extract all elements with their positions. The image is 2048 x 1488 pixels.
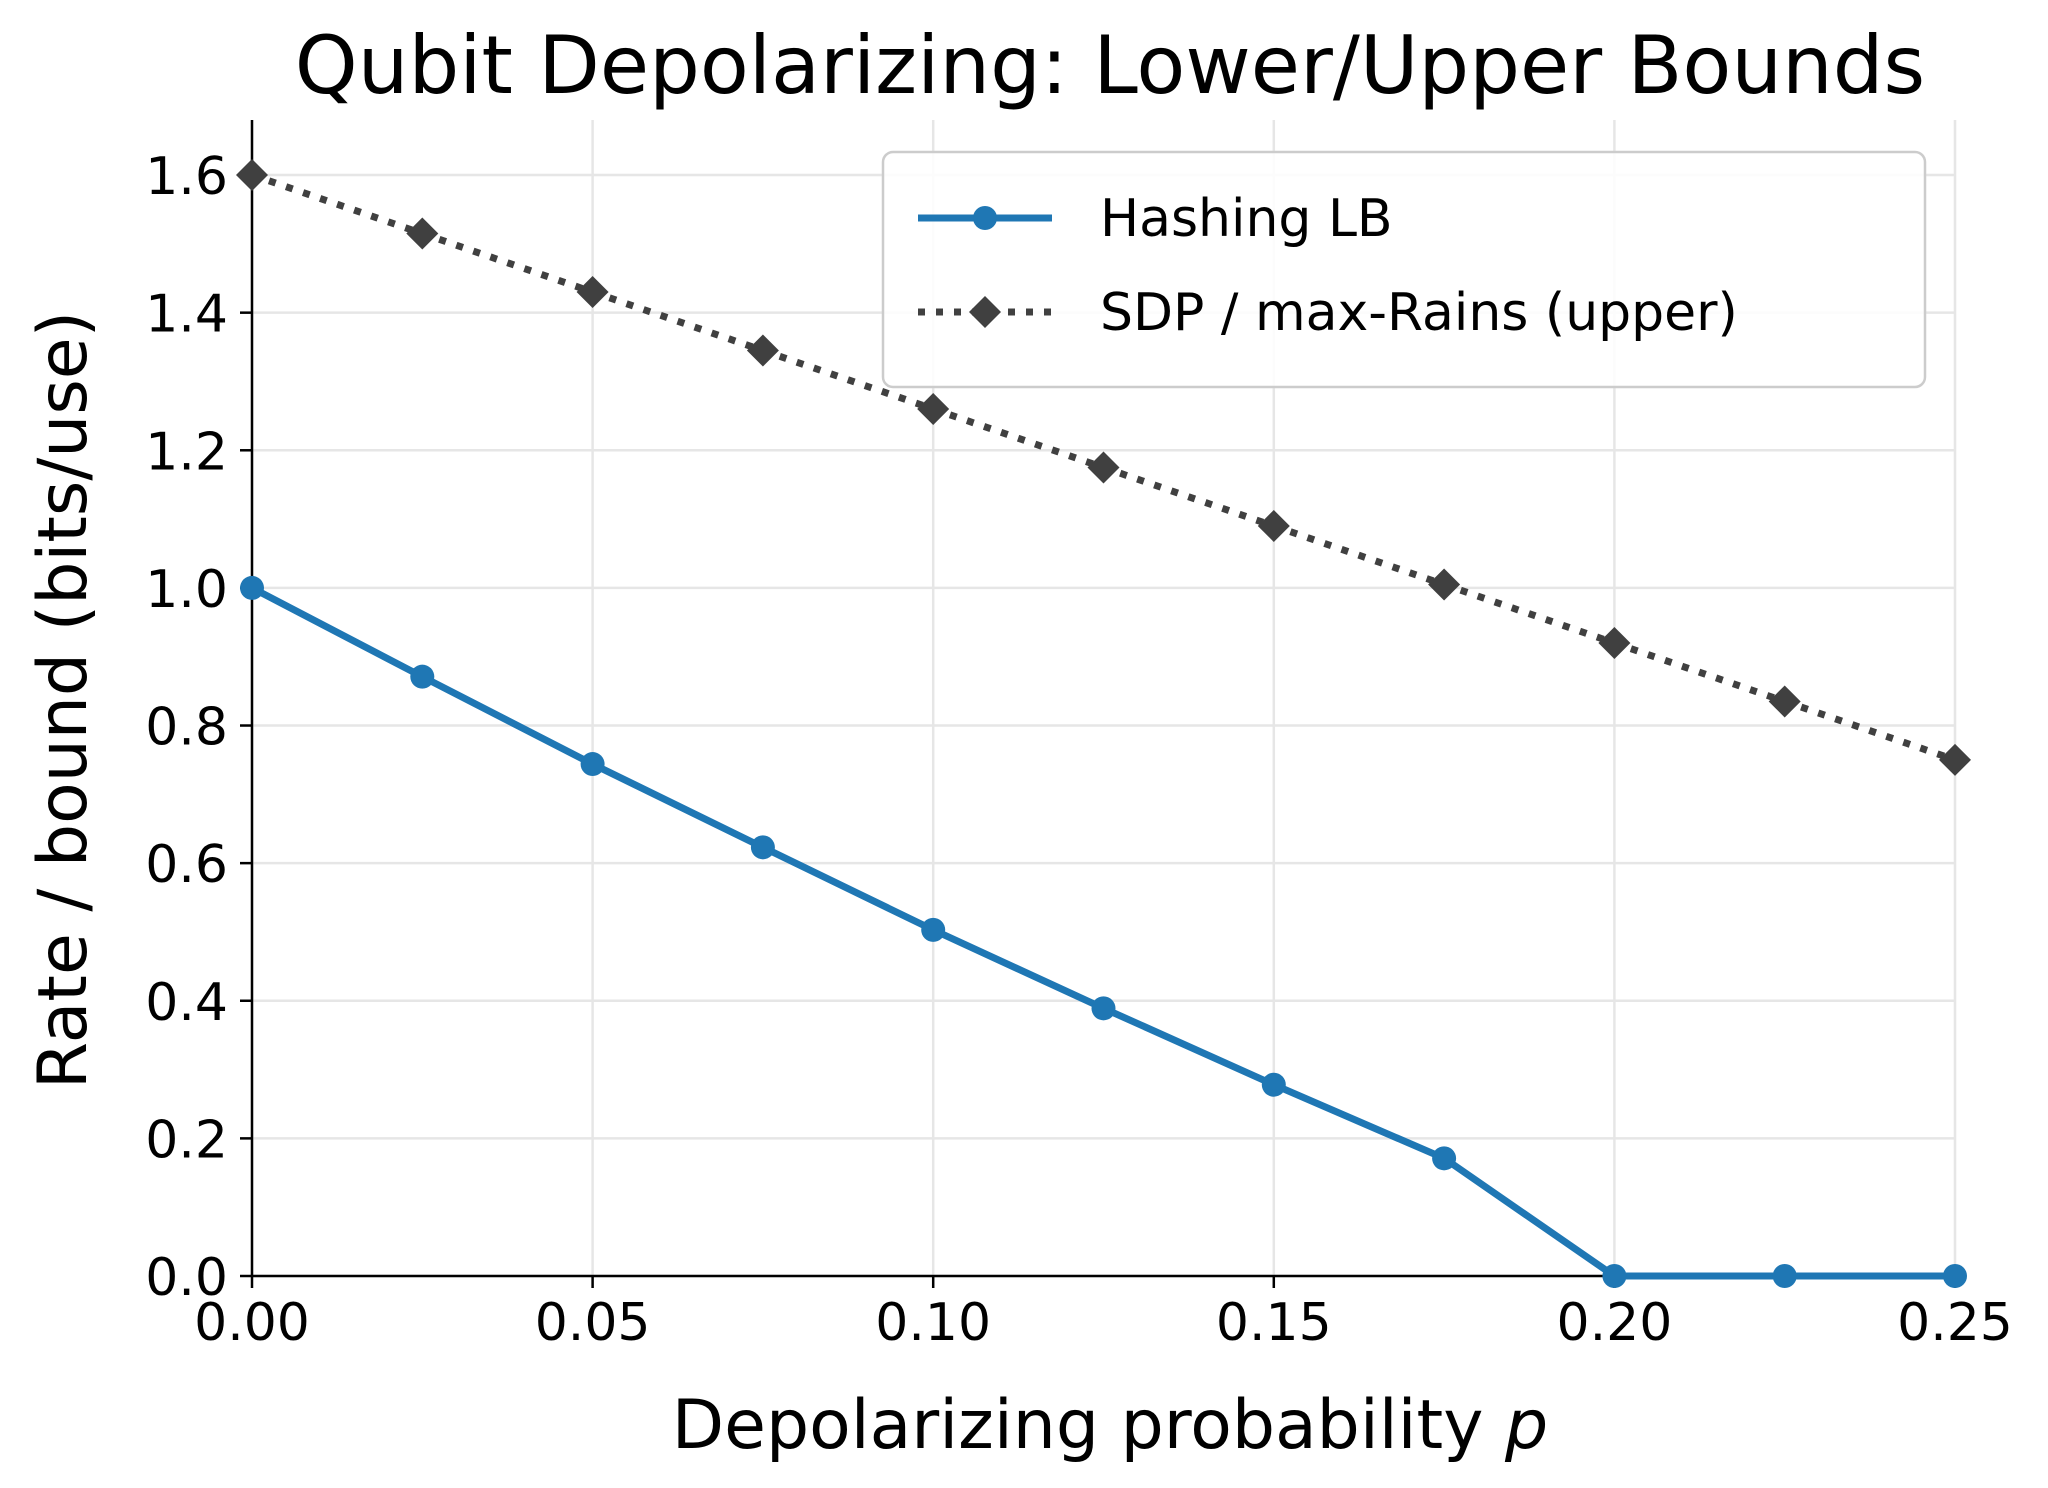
x-axis-label-variable: p [1504, 1386, 1548, 1465]
data-point-hashing-lb [1772, 1264, 1797, 1288]
legend-label-hashing-lb: Hashing LB [1100, 189, 1393, 249]
y-tick-label: 0.4 [145, 973, 228, 1033]
data-point-hashing-lb [410, 664, 435, 689]
data-point-sdp-upper [1768, 685, 1801, 718]
y-tick-label: 1.6 [145, 147, 228, 207]
data-point-sdp-upper [1428, 568, 1461, 601]
y-tick-label: 1.4 [145, 285, 228, 345]
legend-frame [881, 150, 1927, 389]
data-point-sdp-upper [746, 334, 779, 367]
y-tick-label: 1.0 [145, 560, 228, 620]
x-tick-label: 0.20 [1557, 1293, 1673, 1353]
x-tick-label: 0.25 [1897, 1293, 2013, 1353]
data-point-sdp-upper [1939, 743, 1971, 776]
y-axis-label: Rate / bound (bits/use) [24, 311, 103, 1089]
x-axis-label-text: Depolarizing probability [672, 1386, 1505, 1465]
data-point-sdp-upper [917, 393, 950, 425]
y-tick-label: 0.2 [145, 1110, 228, 1170]
data-point-hashing-lb [1091, 996, 1116, 1021]
data-point-hashing-lb [750, 835, 775, 860]
x-tick-label: 0.00 [194, 1293, 310, 1353]
tick-labels: 0.00 0.05 0.10 0.15 0.20 0.25 0.0 0.2 0.4 0.6 0.8 1… [145, 147, 2013, 1353]
x-axis-label: Depolarizing probability p [672, 1386, 1548, 1465]
x-tick-label: 0.15 [1216, 1293, 1332, 1353]
data-point-hashing-lb [580, 752, 605, 777]
data-point-sdp-upper [236, 159, 268, 192]
series-hashing-lb [240, 575, 1967, 1288]
series-layer [236, 159, 1971, 1288]
data-point-hashing-lb [240, 575, 264, 600]
x-tick-label: 0.05 [535, 1293, 651, 1353]
data-point-hashing-lb [1261, 1072, 1286, 1097]
data-point-hashing-lb [1602, 1264, 1627, 1288]
legend: Hashing LB SDP / max-Rains (upper) [881, 150, 1927, 389]
legend-label-sdp-upper: SDP / max-Rains (upper) [1100, 283, 1738, 343]
data-point-sdp-upper [1087, 451, 1120, 484]
legend-entry-sdp-upper: SDP / max-Rains (upper) [918, 283, 1738, 343]
y-tick-label: 0.0 [145, 1248, 228, 1308]
legend-marker-sdp-upper [969, 296, 1001, 328]
chart-title: Qubit Depolarizing: Lower/Upper Bounds [295, 19, 1925, 112]
data-point-hashing-lb [1432, 1146, 1457, 1171]
legend-marker-hashing-lb [973, 206, 997, 230]
data-point-sdp-upper [406, 217, 439, 250]
y-tick-label: 0.8 [145, 698, 228, 758]
data-point-sdp-upper [1257, 509, 1290, 542]
data-point-sdp-upper [576, 276, 609, 309]
x-tick-label: 0.10 [875, 1293, 991, 1353]
data-point-sdp-upper [1598, 626, 1631, 659]
series-sdp-upper [236, 159, 1971, 776]
legend-entry-hashing-lb: Hashing LB [918, 189, 1393, 249]
y-tick-label: 1.2 [145, 422, 228, 482]
y-tick-label: 0.6 [145, 835, 228, 895]
data-point-hashing-lb [921, 917, 946, 942]
data-point-hashing-lb [1943, 1264, 1967, 1288]
